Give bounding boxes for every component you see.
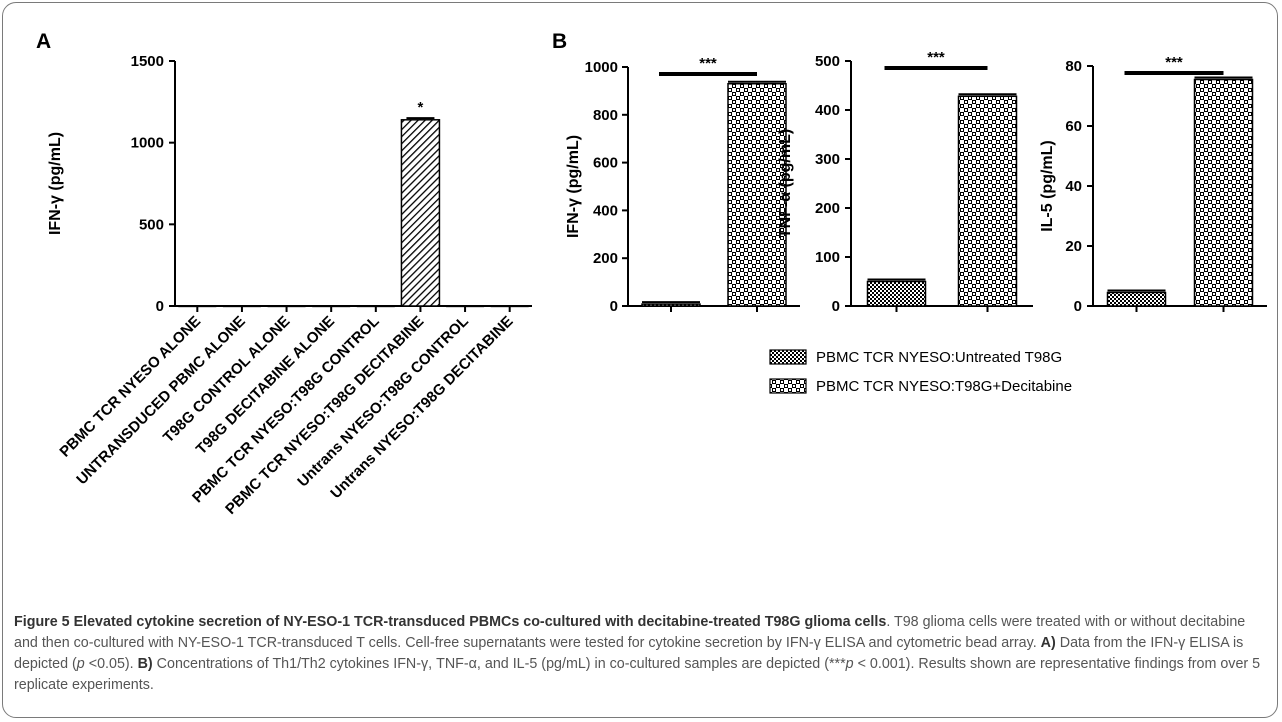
- y-tick-label-1-5: 1000: [585, 59, 618, 76]
- y-tick-label-0-1: 500: [139, 216, 164, 233]
- y-tick-label-2-4: 400: [815, 102, 840, 119]
- legend-swatch-1: [769, 378, 807, 394]
- y-tick-label-3-1: 20: [1065, 238, 1082, 255]
- bar-a-5: [400, 119, 441, 307]
- y-tick-label-2-3: 300: [815, 151, 840, 168]
- caption-figure-title: Figure 5 Elevated cytokine secretion of …: [14, 614, 887, 630]
- caption-p-a: p: [76, 656, 85, 672]
- y-axis-title-0: IFN-γ (pg/mL): [47, 132, 64, 235]
- y-tick-label-0-3: 1500: [131, 53, 164, 70]
- significance-2-0: ***: [927, 49, 945, 66]
- y-tick-label-3-0: 0: [1074, 298, 1082, 315]
- caption-text-3: <0.05).: [84, 656, 138, 672]
- y-tick-label-1-1: 200: [593, 250, 618, 267]
- y-tick-label-2-0: 0: [832, 298, 840, 315]
- figure-caption: Figure 5 Elevated cytokine secretion of …: [14, 612, 1266, 696]
- caption-text-5: < 0.001). Results shown are representati…: [14, 656, 1261, 693]
- caption-text-2: Data from the IFN-γ ELISA is depicted (: [14, 635, 1244, 672]
- y-tick-label-1-3: 600: [593, 155, 618, 172]
- y-tick-label-2-2: 200: [815, 200, 840, 217]
- y-tick-label-1-2: 400: [593, 202, 618, 219]
- legend-label-0: PBMC TCR NYESO:Untreated T98G: [816, 349, 1062, 366]
- bar-2-0: [866, 280, 927, 307]
- caption-text-4: Concentrations of Th1/Th2 cytokines IFN-…: [152, 656, 846, 672]
- significance-3-0: ***: [1165, 54, 1183, 71]
- legend-label-1: PBMC TCR NYESO:T98G+Decitabine: [816, 378, 1072, 395]
- y-tick-label-1-0: 0: [610, 298, 618, 315]
- y-tick-label-2-1: 100: [815, 249, 840, 266]
- panel-a-label: A: [36, 30, 51, 53]
- caption-a-label: A): [1040, 635, 1056, 651]
- y-axis-title-3: IL-5 (pg/mL): [1039, 140, 1056, 232]
- y-tick-label-1-4: 800: [593, 107, 618, 124]
- y-tick-label-0-2: 1000: [131, 135, 164, 152]
- y-axis-title-2: TNF-α (pg/mL): [777, 129, 794, 238]
- y-tick-label-3-4: 80: [1065, 58, 1082, 75]
- bar-3-0: [1106, 291, 1167, 307]
- significance-a-0: *: [418, 99, 424, 116]
- caption-text-1: . T98 glioma cells were treated with or …: [14, 614, 1246, 651]
- y-tick-label-2-5: 500: [815, 53, 840, 70]
- panel-b-label: B: [552, 30, 567, 53]
- y-tick-label-3-3: 60: [1065, 118, 1082, 135]
- bar-1-0: [641, 303, 701, 307]
- y-tick-label-0-0: 0: [156, 298, 164, 315]
- bar-3-1: [1193, 78, 1254, 307]
- y-axis-title-1: IFN-γ (pg/mL): [565, 135, 582, 238]
- y-tick-label-3-2: 40: [1065, 178, 1082, 195]
- bar-1-1: [727, 82, 787, 307]
- significance-1-0: ***: [699, 55, 717, 72]
- legend: PBMC TCR NYESO:Untreated T98G PBMC TCR NY…: [769, 349, 1072, 395]
- bar-2-1: [957, 95, 1018, 307]
- caption-b-label: B): [137, 656, 153, 672]
- legend-swatch-0: [769, 349, 807, 365]
- caption-p-b: p: [845, 656, 854, 672]
